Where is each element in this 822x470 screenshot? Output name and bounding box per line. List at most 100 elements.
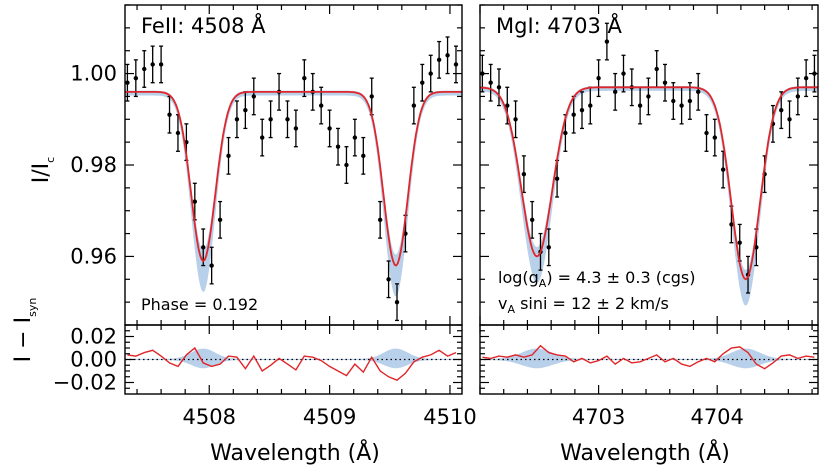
data-marker	[386, 277, 391, 282]
data-point	[411, 86, 417, 125]
data-marker	[505, 103, 510, 108]
uncertainty-band	[125, 90, 462, 297]
y-tick-label: 1.00	[70, 62, 117, 86]
data-marker	[217, 217, 223, 223]
data-point	[729, 205, 734, 244]
data-point	[302, 59, 307, 98]
data-marker	[327, 126, 332, 131]
data-marker	[150, 62, 155, 67]
data-point	[720, 150, 726, 189]
data-point	[696, 72, 701, 111]
data-point	[662, 63, 668, 102]
data-marker	[596, 75, 601, 81]
residual-plot	[125, 346, 462, 382]
panel-annotation: vA sini = 12 ± 2 km/s	[498, 294, 669, 316]
data-marker	[488, 80, 493, 85]
panel-title: MgI: 4703 Å	[496, 12, 623, 38]
data-point	[251, 77, 256, 116]
data-point	[621, 54, 626, 93]
residual-y-tick-label: 0.02	[70, 325, 117, 349]
data-marker	[529, 217, 535, 223]
data-point	[613, 72, 618, 111]
main-plot	[480, 22, 818, 306]
data-point	[505, 86, 510, 125]
data-point	[394, 283, 400, 322]
data-marker	[637, 103, 643, 108]
x-tick-label: 4703	[572, 405, 625, 429]
data-marker	[795, 94, 801, 99]
data-point	[318, 86, 324, 125]
data-point	[209, 246, 214, 285]
data-marker	[268, 117, 273, 122]
data-point	[521, 155, 527, 194]
data-point	[201, 228, 206, 267]
data-marker	[588, 103, 593, 108]
data-marker	[613, 89, 618, 95]
residual-y-tick-label: −0.02	[53, 371, 117, 395]
data-point	[671, 82, 676, 120]
data-point	[795, 77, 801, 116]
data-marker	[646, 94, 651, 99]
panel-title: FeII: 4508 Å	[141, 12, 266, 38]
data-point	[588, 86, 593, 125]
data-point	[226, 136, 231, 175]
data-point	[646, 77, 651, 116]
data-marker	[260, 135, 265, 140]
residual-y-tick-label: 0.00	[70, 348, 117, 372]
data-point	[133, 59, 139, 98]
data-marker	[158, 62, 164, 67]
data-point	[529, 200, 535, 239]
panel-annotation: Phase = 0.192	[141, 295, 258, 314]
data-point	[125, 63, 130, 102]
residual-band	[125, 348, 462, 369]
data-marker	[554, 176, 560, 181]
residual-band	[480, 348, 818, 369]
data-point	[268, 100, 273, 139]
data-marker	[243, 107, 248, 113]
data-marker	[192, 199, 198, 204]
data-point	[787, 100, 792, 139]
data-marker	[293, 126, 299, 131]
data-marker	[513, 117, 518, 122]
y-tick-label: 0.98	[70, 153, 117, 177]
data-marker	[428, 71, 433, 76]
data-point	[513, 100, 518, 139]
residual-plot	[480, 344, 818, 370]
data-point	[158, 45, 164, 84]
x-tick-label: 4704	[690, 405, 743, 429]
data-point	[260, 118, 265, 157]
data-point	[420, 63, 425, 102]
data-marker	[377, 217, 383, 223]
data-marker	[436, 57, 442, 63]
data-marker	[411, 103, 417, 108]
data-point	[436, 40, 442, 79]
data-marker	[226, 153, 231, 159]
data-marker	[133, 75, 139, 81]
data-marker	[251, 94, 256, 99]
data-point	[234, 100, 240, 139]
data-marker	[420, 80, 425, 85]
data-point	[604, 22, 610, 61]
data-marker	[302, 75, 307, 81]
data-point	[453, 45, 459, 84]
data-point	[803, 59, 809, 98]
data-marker	[662, 80, 668, 85]
data-point	[361, 136, 366, 175]
model-line	[125, 91, 462, 267]
data-point	[428, 54, 433, 93]
data-point	[217, 200, 223, 239]
data-marker	[571, 112, 576, 117]
data-point	[496, 68, 502, 107]
data-marker	[352, 135, 358, 140]
data-point	[679, 86, 684, 125]
data-marker	[394, 299, 400, 305]
data-point	[192, 182, 198, 221]
data-marker	[445, 53, 450, 58]
data-marker	[285, 117, 290, 122]
data-point	[335, 127, 341, 166]
data-marker	[335, 144, 341, 149]
data-marker	[201, 245, 206, 250]
ylabel-main: I/Ic	[29, 157, 57, 183]
data-marker	[729, 222, 734, 227]
data-point	[327, 109, 332, 148]
